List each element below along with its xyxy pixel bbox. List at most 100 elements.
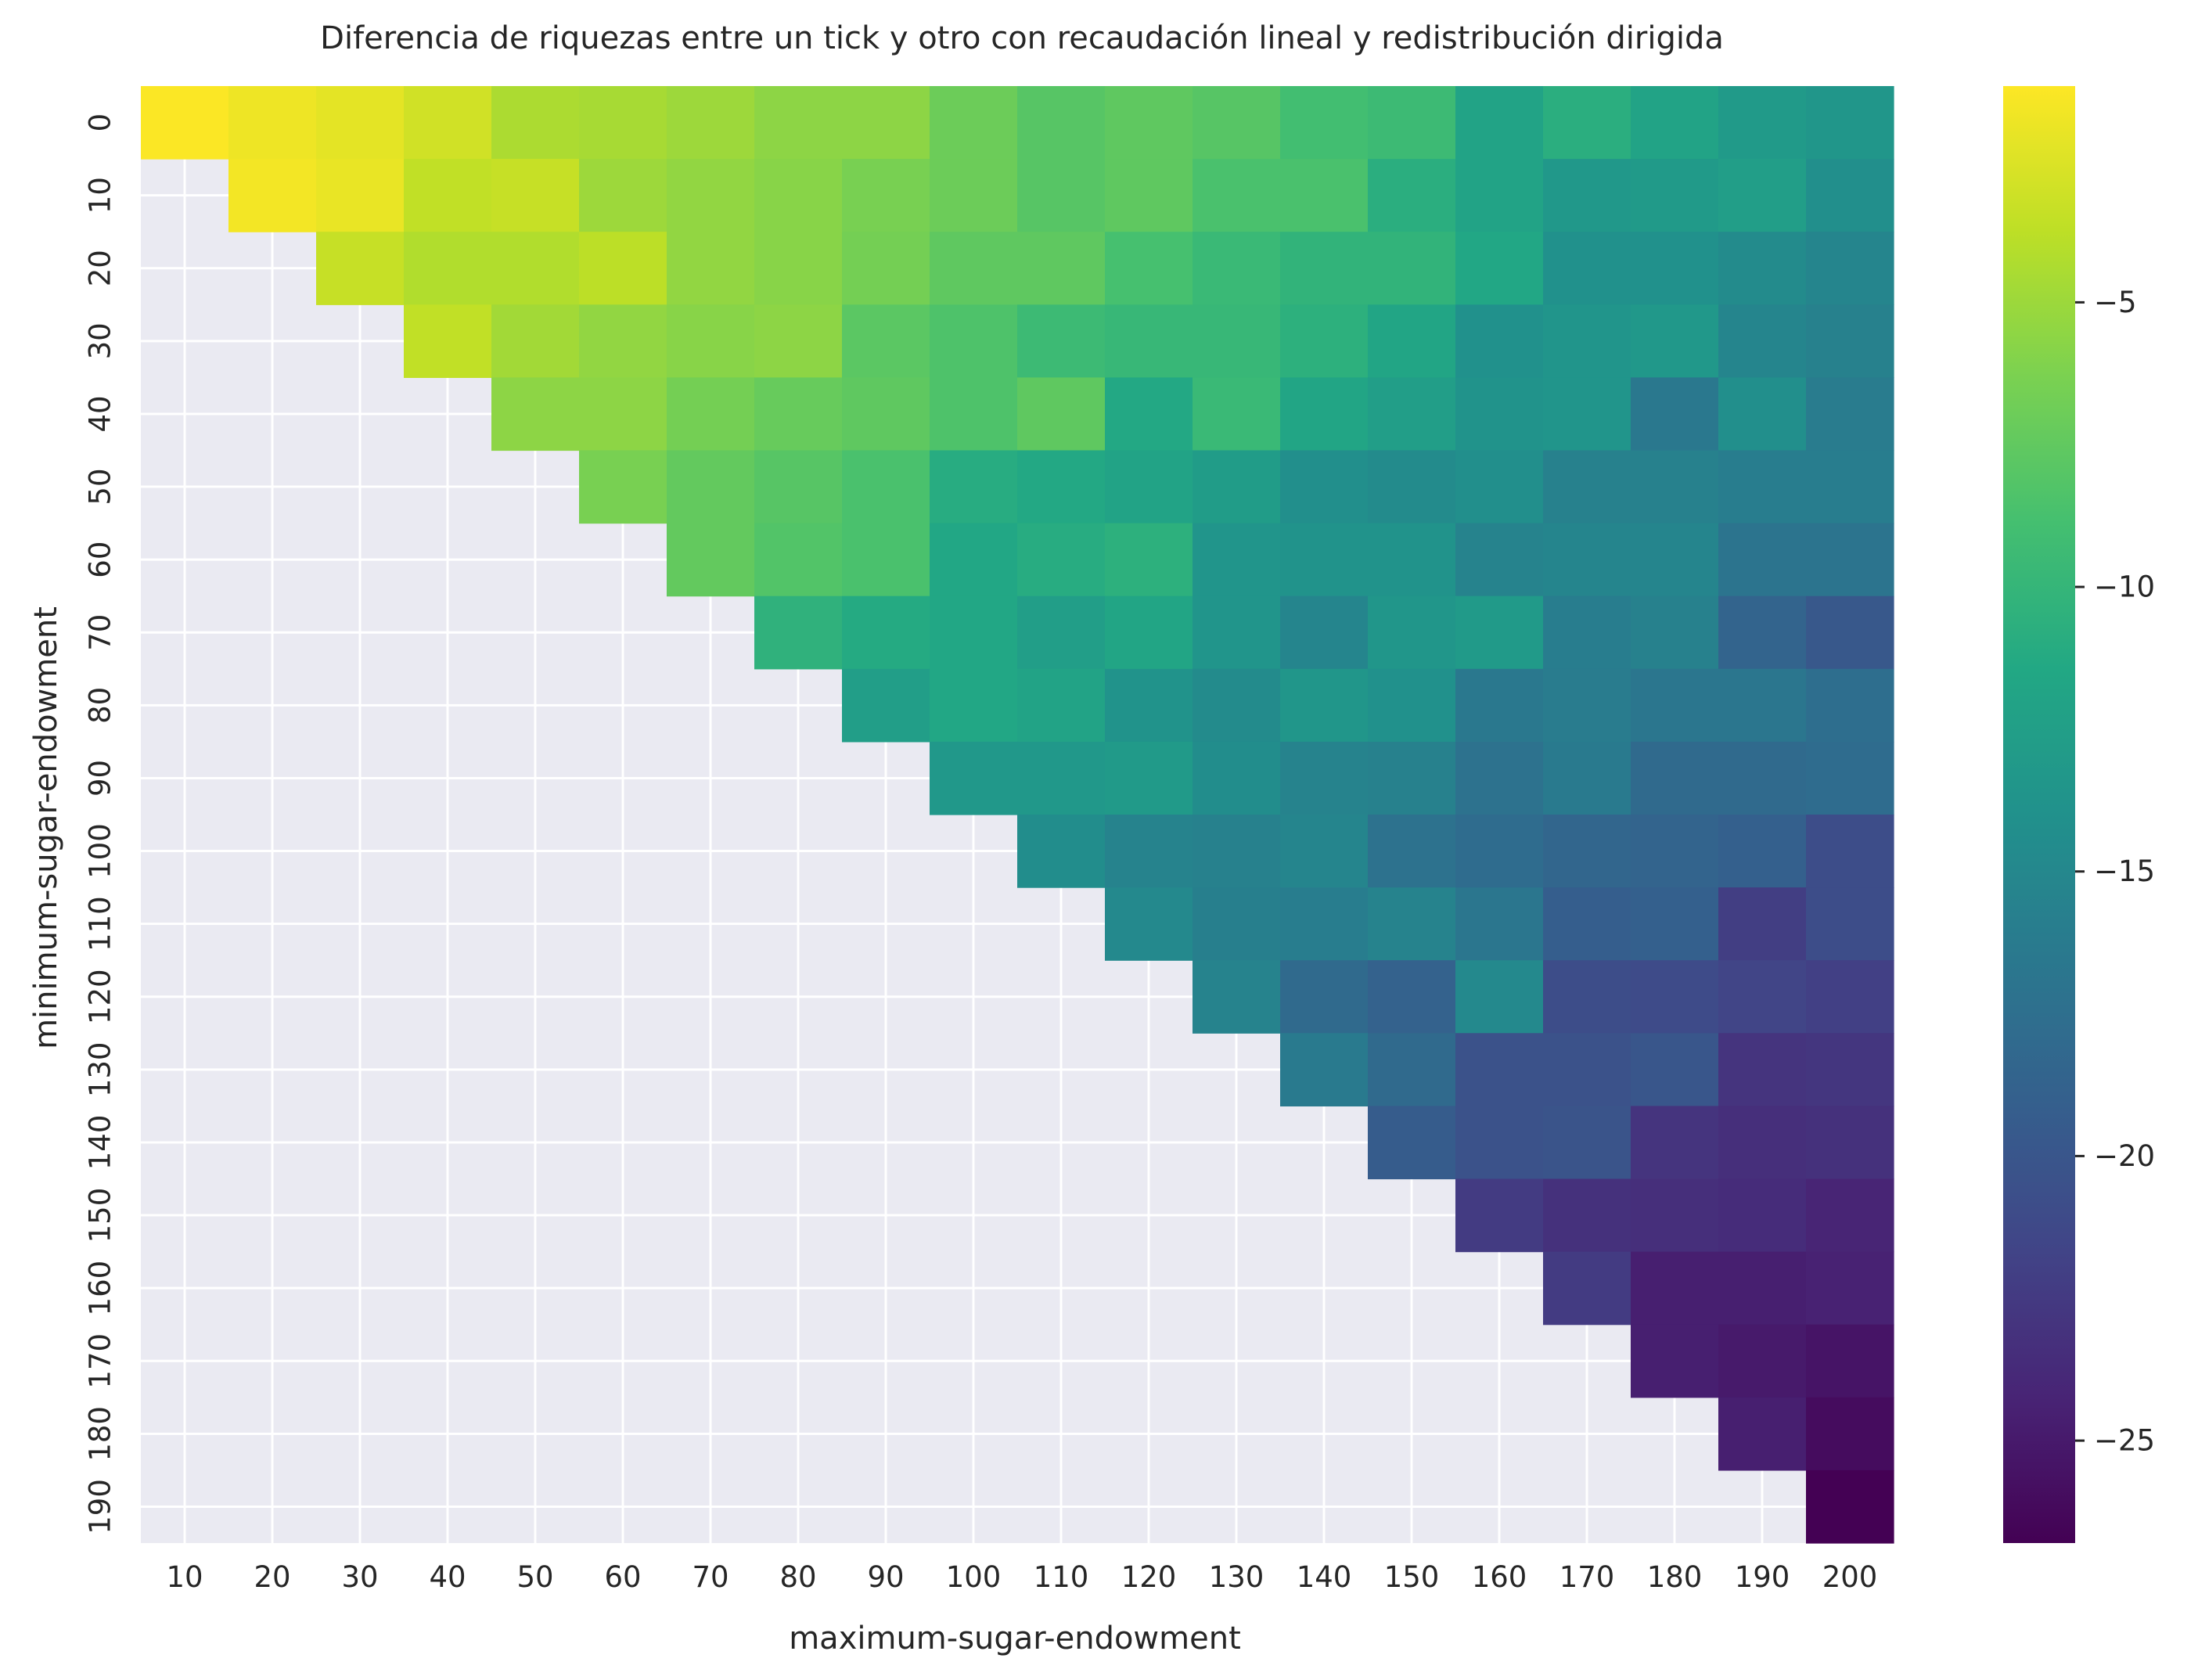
heatmap-cell (667, 377, 755, 451)
x-tick-label: 70 (692, 1560, 728, 1594)
heatmap-cell (1280, 668, 1369, 743)
heatmap-cell (1280, 377, 1369, 451)
y-tick-label: 100 (84, 823, 117, 879)
heatmap-cell (1631, 887, 1719, 961)
heatmap-cell (1631, 159, 1719, 232)
heatmap-cell (1193, 304, 1281, 378)
y-tick-label: 130 (84, 1042, 117, 1098)
y-tick-labels: 0 10 20 30 40 50 60 70 80 90 100 110 120 130 140 150 160… (84, 113, 117, 1534)
heatmap-cell (1718, 86, 1807, 160)
heatmap-cell (667, 232, 755, 305)
heatmap-cell (1631, 668, 1719, 743)
heatmap-cell (1105, 887, 1193, 961)
heatmap-cell (1193, 377, 1281, 451)
heatmap-cell (842, 595, 930, 670)
x-tick-label: 50 (516, 1560, 553, 1594)
x-tick-label: 90 (867, 1560, 904, 1594)
x-tick-label: 40 (429, 1560, 466, 1594)
heatmap-cell (1718, 887, 1807, 961)
y-tick-label: 70 (84, 614, 117, 651)
heatmap-cell (1543, 741, 1631, 815)
heatmap-cell (1193, 523, 1281, 597)
x-tick-label: 200 (1822, 1560, 1878, 1594)
heatmap-cell (404, 86, 492, 160)
chart-title: Diferencia de riquezas entre un tick y o… (320, 20, 1724, 56)
heatmap-cell (1631, 595, 1719, 670)
y-tick-label: 60 (84, 541, 117, 578)
heatmap-cell (842, 523, 930, 597)
heatmap-cell (1455, 1106, 1544, 1180)
heatmap-cell (1718, 159, 1807, 232)
heatmap-cell (579, 304, 667, 378)
heatmap-cell (1806, 1178, 1894, 1253)
heatmap-cell (1631, 815, 1719, 888)
heatmap-cell (1806, 377, 1894, 451)
colorbar-tick-label: −10 (2094, 570, 2155, 604)
heatmap-cell (1718, 1397, 1807, 1471)
heatmap-cell (1193, 668, 1281, 743)
heatmap-cell (1280, 450, 1369, 524)
heatmap-cell (1368, 1033, 1456, 1106)
heatmap-cell (1718, 595, 1807, 670)
colorbar-tick-label: −25 (2094, 1424, 2155, 1458)
y-tick-label: 40 (84, 395, 117, 432)
heatmap-cell (1455, 668, 1544, 743)
heatmap-cell (579, 86, 667, 160)
heatmap-cell (1631, 960, 1719, 1034)
heatmap-cell (1193, 159, 1281, 232)
heatmap-cell (1193, 595, 1281, 670)
heatmap-cell (1806, 815, 1894, 888)
heatmap-cell (579, 159, 667, 232)
y-tick-label: 180 (84, 1406, 117, 1462)
x-tick-label: 190 (1735, 1560, 1790, 1594)
heatmap-cell (1193, 815, 1281, 888)
x-tick-labels: 10 20 30 40 50 60 70 80 90 100 110 120 130 140 150 160 1… (166, 1560, 1877, 1594)
heatmap-cell (1543, 1106, 1631, 1180)
heatmap-cell (1631, 86, 1719, 160)
heatmap-cell (491, 86, 580, 160)
heatmap-cell (1543, 232, 1631, 305)
heatmap-cell (1806, 159, 1894, 232)
heatmap-cell (667, 86, 755, 160)
y-tick-label: 140 (84, 1115, 117, 1171)
heatmap-cell (579, 450, 667, 524)
heatmap-cell (1806, 304, 1894, 378)
heatmap-cell (1017, 86, 1106, 160)
y-tick-label: 190 (84, 1479, 117, 1534)
heatmap-cell (1543, 377, 1631, 451)
heatmap-cell (1718, 523, 1807, 597)
heatmap-cell (1368, 523, 1456, 597)
x-tick-label: 180 (1647, 1560, 1703, 1594)
heatmap-cell (1193, 960, 1281, 1034)
heatmap-cell (404, 159, 492, 232)
heatmap-cell (1455, 815, 1544, 888)
heatmap-cell (1718, 1324, 1807, 1398)
heatmap-cell (930, 377, 1018, 451)
heatmap-cell (1368, 960, 1456, 1034)
heatmap-cell (579, 377, 667, 451)
heatmap-cell (1543, 1251, 1631, 1326)
heatmap-cell (228, 159, 317, 232)
heatmap-cell (1368, 815, 1456, 888)
heatmap-cell (1455, 1178, 1544, 1253)
heatmap-cell (1455, 523, 1544, 597)
heatmap-cell (930, 741, 1018, 815)
heatmap-cell (1543, 86, 1631, 160)
heatmap-cell (754, 377, 843, 451)
heatmap-cell (1105, 450, 1193, 524)
heatmap-cell (667, 450, 755, 524)
heatmap-cell (1806, 1106, 1894, 1180)
heatmap-cell (1193, 86, 1281, 160)
heatmap-cell (1368, 887, 1456, 961)
heatmap-cell (667, 304, 755, 378)
heatmap-cell (1017, 815, 1106, 888)
heatmap-cell (1631, 741, 1719, 815)
heatmap-cell (1718, 450, 1807, 524)
heatmap-cell (1806, 523, 1894, 597)
heatmap-cell (1543, 159, 1631, 232)
heatmap-cell (1105, 668, 1193, 743)
heatmap-cell (842, 232, 930, 305)
heatmap-cell (754, 86, 843, 160)
heatmap-cell (316, 86, 405, 160)
